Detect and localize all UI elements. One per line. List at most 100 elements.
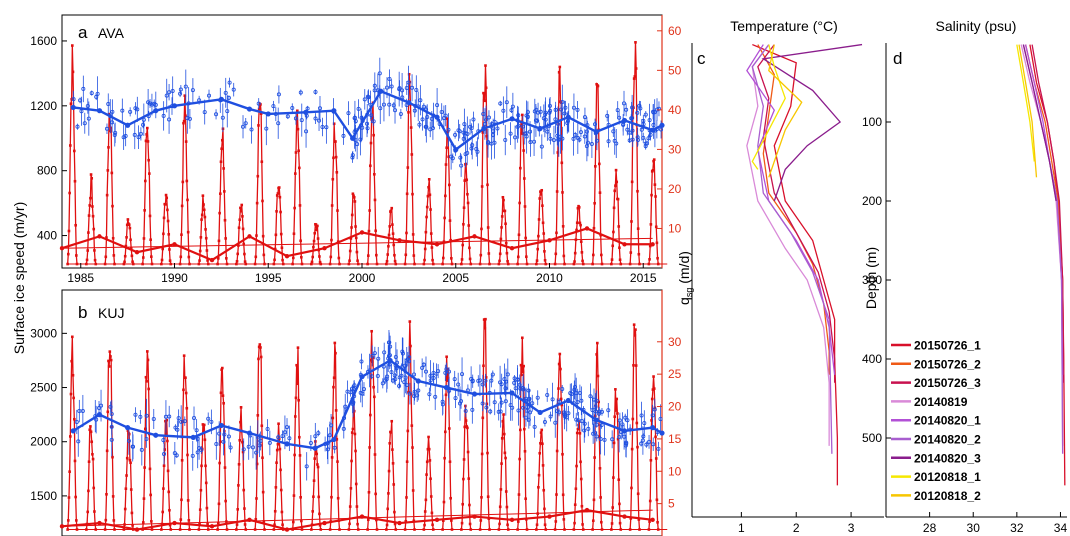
speed-trend-point [246, 106, 253, 112]
speed-point [359, 359, 364, 364]
qsg-point [630, 180, 634, 184]
qsg-point [519, 166, 522, 170]
speed-point [525, 115, 530, 120]
qsg-point [162, 216, 166, 220]
qsg-point [555, 231, 558, 235]
qsg-point [273, 523, 276, 527]
qsg-point [500, 226, 503, 229]
speed-point [376, 356, 381, 361]
panel-c: 1 2 3 Temperature (°C) c [691, 18, 884, 535]
speed-point [381, 102, 386, 107]
qsg-point [480, 227, 483, 231]
y2-tick-label: 30 [668, 142, 682, 156]
qsg-point [371, 115, 374, 119]
speed-trend-point [434, 114, 440, 120]
speed-point [516, 113, 521, 118]
speed-point [461, 130, 466, 135]
qsg-trend-point [622, 242, 627, 247]
qsg-point [107, 365, 111, 368]
qsg-point [408, 320, 412, 323]
qsg-point [593, 201, 596, 205]
qsg-point [500, 462, 503, 465]
speed-point [89, 91, 94, 96]
speed-point [424, 124, 429, 129]
qsg-season-line [216, 367, 228, 530]
qsg-point [541, 221, 545, 225]
qsg-point [109, 126, 113, 130]
qsg-point [579, 460, 582, 464]
qsg-point [388, 441, 392, 445]
qsg-point [106, 410, 110, 414]
qsg-point [504, 222, 507, 226]
speed-trend-point [650, 127, 656, 133]
qsg-point [146, 126, 149, 130]
qsg-point [236, 252, 240, 256]
qsg-point [501, 195, 505, 199]
panel-b-letter: b [78, 303, 87, 322]
qsg-point [93, 249, 96, 252]
speed-point [656, 446, 661, 451]
qsg-point [372, 385, 375, 389]
panel-c-title: Temperature (°C) [730, 18, 838, 34]
qsg-point [543, 523, 547, 527]
qsg-point [424, 498, 428, 502]
speed-point [82, 121, 87, 126]
speed-point [81, 86, 86, 91]
qsg-point [279, 488, 283, 492]
speed-point [199, 448, 204, 453]
qsg-point [652, 375, 655, 378]
qsg-point [129, 461, 132, 465]
qsg-point [504, 241, 508, 245]
qsg-point [224, 237, 227, 240]
qsg-point [366, 254, 370, 257]
qsg-point [466, 192, 469, 196]
speed-point [470, 143, 475, 148]
qsg-point [243, 260, 247, 263]
qsg-point [442, 500, 446, 504]
qsg-point [652, 159, 655, 163]
qsg-point [146, 140, 150, 143]
qsg-point [91, 214, 95, 218]
speed-point [97, 406, 102, 411]
qsg-point [219, 160, 223, 164]
qsg-point [407, 111, 410, 114]
qsg-point [90, 176, 94, 180]
qsg-point [69, 435, 72, 438]
qsg-point [168, 508, 171, 512]
qsg-point [503, 209, 507, 213]
speed-trend-point [471, 391, 478, 397]
qsg-point [651, 388, 655, 391]
qsg-point [150, 255, 153, 258]
speed-trend-point [593, 417, 599, 423]
qsg-point [635, 421, 639, 425]
speed-point [352, 115, 357, 120]
qsg-point [450, 519, 453, 522]
qsg-point [480, 496, 483, 499]
speed-point [635, 110, 640, 115]
qsg-point [465, 178, 469, 182]
speed-point [484, 405, 489, 410]
qsg-point [110, 171, 114, 175]
y-tick-label: 400 [37, 229, 57, 243]
speed-trend-point [246, 430, 253, 436]
qsg-point [222, 167, 225, 170]
speed-point [380, 381, 385, 386]
speed-trend-point [171, 103, 178, 109]
speed-point [74, 419, 79, 424]
qsg-point [498, 522, 501, 526]
qsg-point [483, 326, 487, 330]
y2-tick-label: 20 [668, 400, 682, 414]
qsg-point [239, 206, 242, 210]
qsg-point [650, 193, 653, 197]
qsg-point [261, 490, 265, 494]
qsg-point [632, 323, 636, 326]
qsg-point [429, 477, 432, 481]
speed-point [423, 369, 428, 374]
speed-point [516, 123, 521, 128]
qsg-point [275, 210, 278, 213]
speed-point [144, 413, 149, 418]
qsg-point [142, 497, 146, 500]
qsg-point [187, 519, 191, 522]
qsg-point [68, 470, 71, 473]
qsg-point [111, 495, 115, 498]
